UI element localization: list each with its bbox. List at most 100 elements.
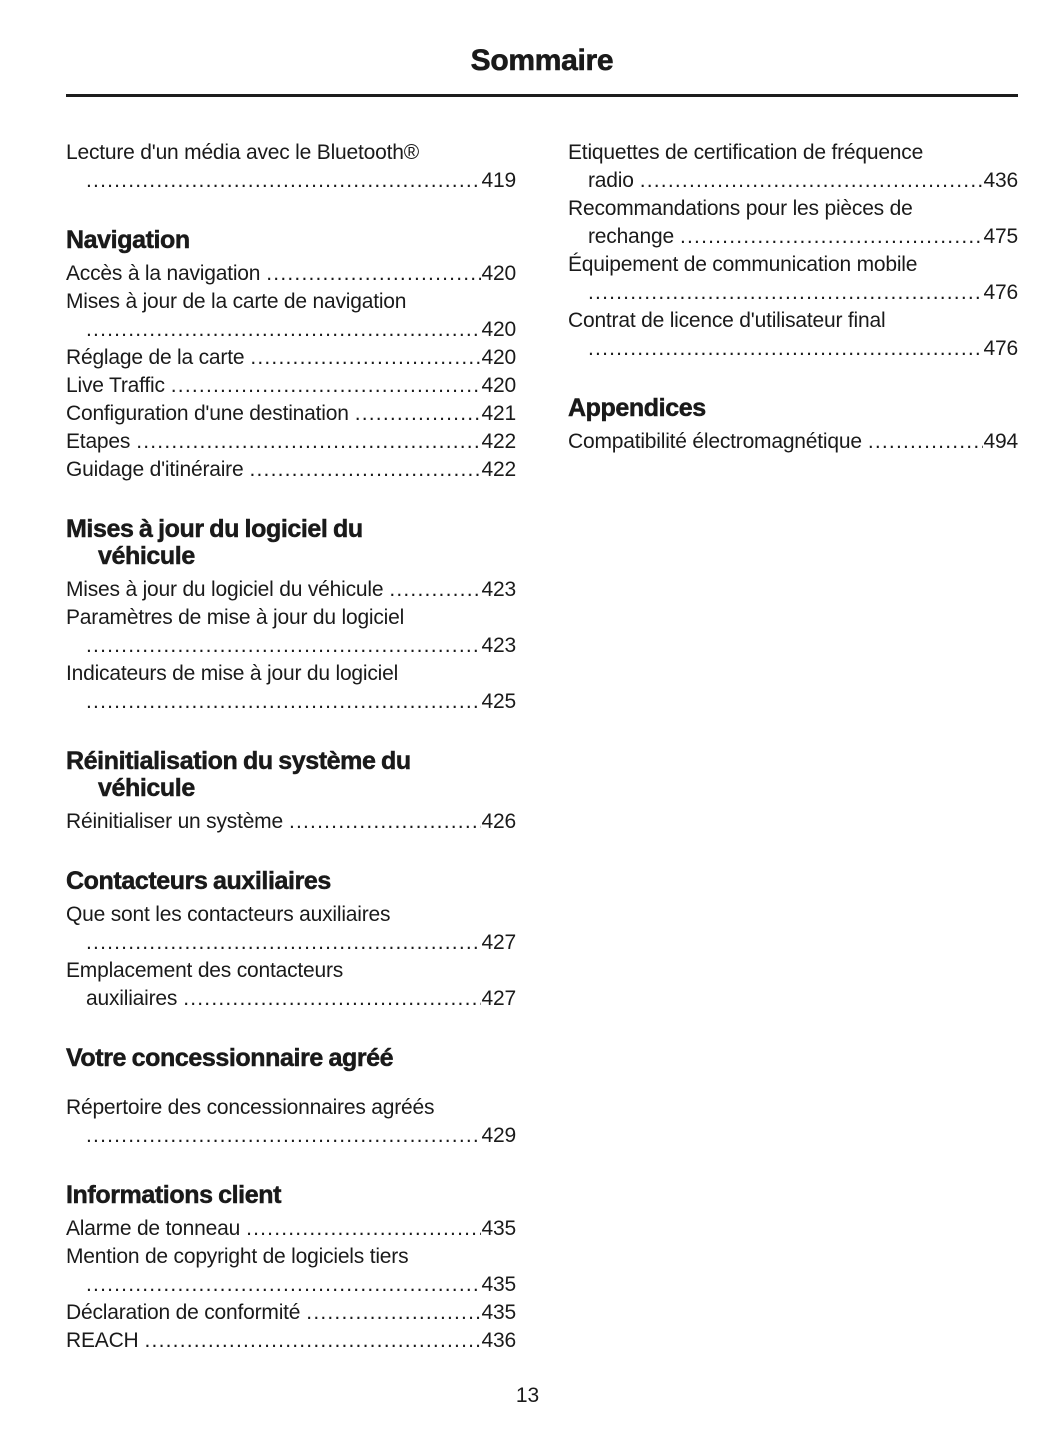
- dot-leader: ........................................…: [588, 337, 983, 360]
- toc-entry-line: Contrat de licence d'utilisateur final: [568, 307, 1018, 335]
- section-heading: Informations client: [66, 1181, 516, 1209]
- toc-entry-text: Live Traffic: [66, 374, 165, 397]
- toc-entry-line: Alarme de tonneau.......................…: [66, 1215, 516, 1243]
- dot-leader: ........................................…: [136, 430, 481, 453]
- toc-entry-line: ........................................…: [66, 632, 516, 660]
- dot-leader: ........................................…: [86, 634, 481, 657]
- toc-entry-text: Que sont les contacteurs auxiliaires: [66, 903, 391, 926]
- toc-entry: Accès à la navigation...................…: [66, 260, 516, 288]
- toc-page-number: 420: [481, 318, 517, 341]
- section-heading-line: Votre concessionnaire agréé: [66, 1044, 394, 1072]
- toc-entry: Que sont les contacteurs auxiliaires....…: [66, 901, 516, 957]
- toc-entry-line: rechange................................…: [568, 223, 1018, 251]
- section-heading-line: Navigation: [66, 226, 191, 254]
- section-heading-line: Contacteurs auxiliaires: [66, 867, 332, 895]
- toc-page-number: 420: [481, 374, 517, 397]
- toc-entry: Recommandations pour les pièces de rechan…: [568, 195, 1018, 251]
- toc-entry-line: Emplacement des contacteurs: [66, 957, 516, 985]
- toc-entry-line: Équipement de communication mobile: [568, 251, 1018, 279]
- toc-entry-text: Alarme de tonneau: [66, 1217, 241, 1240]
- toc-entry-line: Etiquettes de certification de fréquence: [568, 139, 1018, 167]
- dot-leader: ........................................…: [246, 1217, 480, 1240]
- toc-entry: Contrat de licence d'utilisateur final..…: [568, 307, 1018, 363]
- dot-leader: ........................................…: [389, 578, 481, 601]
- section-heading-line: Appendices: [568, 394, 707, 422]
- dot-leader: ........................................…: [86, 931, 481, 954]
- toc-entry: REACH...................................…: [66, 1327, 516, 1355]
- toc-entry: Guidage d'itinéraire....................…: [66, 456, 516, 484]
- dot-leader: ........................................…: [170, 374, 481, 397]
- toc-page-number: 476: [983, 337, 1019, 360]
- toc-page-number: 422: [481, 430, 517, 453]
- toc-page-number: 419: [481, 169, 517, 192]
- toc-page-number: 475: [983, 225, 1019, 248]
- toc-entry-text: Guidage d'itinéraire: [66, 458, 244, 481]
- dot-leader: ........................................…: [86, 1273, 481, 1296]
- dot-leader: ........................................…: [86, 1124, 481, 1147]
- toc-entry-line: Guidage d'itinéraire....................…: [66, 456, 516, 484]
- toc-entry-line: ........................................…: [568, 335, 1018, 363]
- toc-entry-text: Contrat de licence d'utilisateur final: [568, 309, 886, 332]
- dot-leader: ........................................…: [588, 281, 983, 304]
- toc-column-left: Lecture d'un média avec le Bluetooth®...…: [66, 139, 516, 1355]
- toc-page-number: 435: [481, 1217, 517, 1240]
- toc-entry-line: ........................................…: [66, 1122, 516, 1150]
- toc-entry-line: Live Traffic............................…: [66, 372, 516, 400]
- toc-entry-line: Paramètres de mise à jour du logiciel: [66, 604, 516, 632]
- dot-leader: ........................................…: [266, 262, 481, 285]
- section-heading-line: Informations client: [66, 1181, 282, 1209]
- section-heading: Réinitialisation du système du véhicule: [66, 747, 516, 802]
- toc-entry-line: Lecture d'un média avec le Bluetooth®: [66, 139, 516, 167]
- toc-entry-text: Accès à la navigation: [66, 262, 261, 285]
- dot-leader: ........................................…: [144, 1329, 481, 1352]
- toc-entry-line: ........................................…: [66, 316, 516, 344]
- toc-entry-text: Indicateurs de mise à jour du logiciel: [66, 662, 399, 685]
- toc-entry-text: Emplacement des contacteurs: [66, 959, 344, 982]
- toc-page-number: 435: [481, 1301, 517, 1324]
- dot-leader: ........................................…: [86, 318, 481, 341]
- toc-entry-text: Déclaration de conformité: [66, 1301, 301, 1324]
- toc-entry-text: auxiliaires: [86, 987, 178, 1010]
- toc-entry-text: Compatibilité électromagnétique: [568, 430, 862, 453]
- toc-entry-text: Réglage de la carte: [66, 346, 245, 369]
- toc-entry-line: ........................................…: [66, 929, 516, 957]
- toc-entry-text: Réinitialiser un système: [66, 810, 283, 833]
- toc-page-number: 425: [481, 690, 517, 713]
- toc-entry: Répertoire des concessionnaires agréés..…: [66, 1094, 516, 1150]
- dot-leader: ........................................…: [867, 430, 983, 453]
- section-heading: Appendices: [568, 394, 1018, 422]
- toc-page-number: 423: [481, 578, 517, 601]
- toc-entry-text: Etiquettes de certification de fréquence: [568, 141, 924, 164]
- table-of-contents: Lecture d'un média avec le Bluetooth®...…: [66, 139, 1018, 1355]
- dot-leader: ........................................…: [288, 810, 481, 833]
- toc-entry: Configuration d'une destination.........…: [66, 400, 516, 428]
- dot-leader: ........................................…: [249, 458, 481, 481]
- toc-entry-text: radio: [588, 169, 634, 192]
- toc-entry-text: Mises à jour de la carte de navigation: [66, 290, 407, 313]
- toc-entry: Indicateurs de mise à jour du logiciel..…: [66, 660, 516, 716]
- toc-entry: Paramètres de mise à jour du logiciel...…: [66, 604, 516, 660]
- toc-entry-line: Compatibilité électromagnétique.........…: [568, 428, 1018, 456]
- toc-entry: Alarme de tonneau.......................…: [66, 1215, 516, 1243]
- toc-entry-line: ........................................…: [66, 167, 516, 195]
- section-heading: Mises à jour du logiciel du véhicule: [66, 515, 516, 570]
- toc-entry-text: Configuration d'une destination: [66, 402, 349, 425]
- entry-group: Que sont les contacteurs auxiliaires....…: [66, 901, 516, 1013]
- toc-entry-line: Mises à jour du logiciel du véhicule....…: [66, 576, 516, 604]
- toc-entry: Lecture d'un média avec le Bluetooth®...…: [66, 139, 516, 195]
- toc-entry: Etiquettes de certification de fréquence…: [568, 139, 1018, 195]
- dot-leader: ........................................…: [354, 402, 481, 425]
- toc-entry-text: Mises à jour du logiciel du véhicule: [66, 578, 384, 601]
- toc-entry: Live Traffic............................…: [66, 372, 516, 400]
- toc-entry-line: ........................................…: [66, 1271, 516, 1299]
- page-title: Sommaire: [470, 44, 614, 78]
- entry-group: Accès à la navigation...................…: [66, 260, 516, 484]
- toc-page-number: 426: [481, 810, 517, 833]
- toc-entry-line: Réinitialiser un système................…: [66, 808, 516, 836]
- toc-page-number: 423: [481, 634, 517, 657]
- toc-entry-line: Réglage de la carte.....................…: [66, 344, 516, 372]
- toc-page-number: 435: [481, 1273, 517, 1296]
- toc-page-number: 429: [481, 1124, 517, 1147]
- toc-entry-text: Etapes: [66, 430, 131, 453]
- toc-page-number: 427: [481, 987, 517, 1010]
